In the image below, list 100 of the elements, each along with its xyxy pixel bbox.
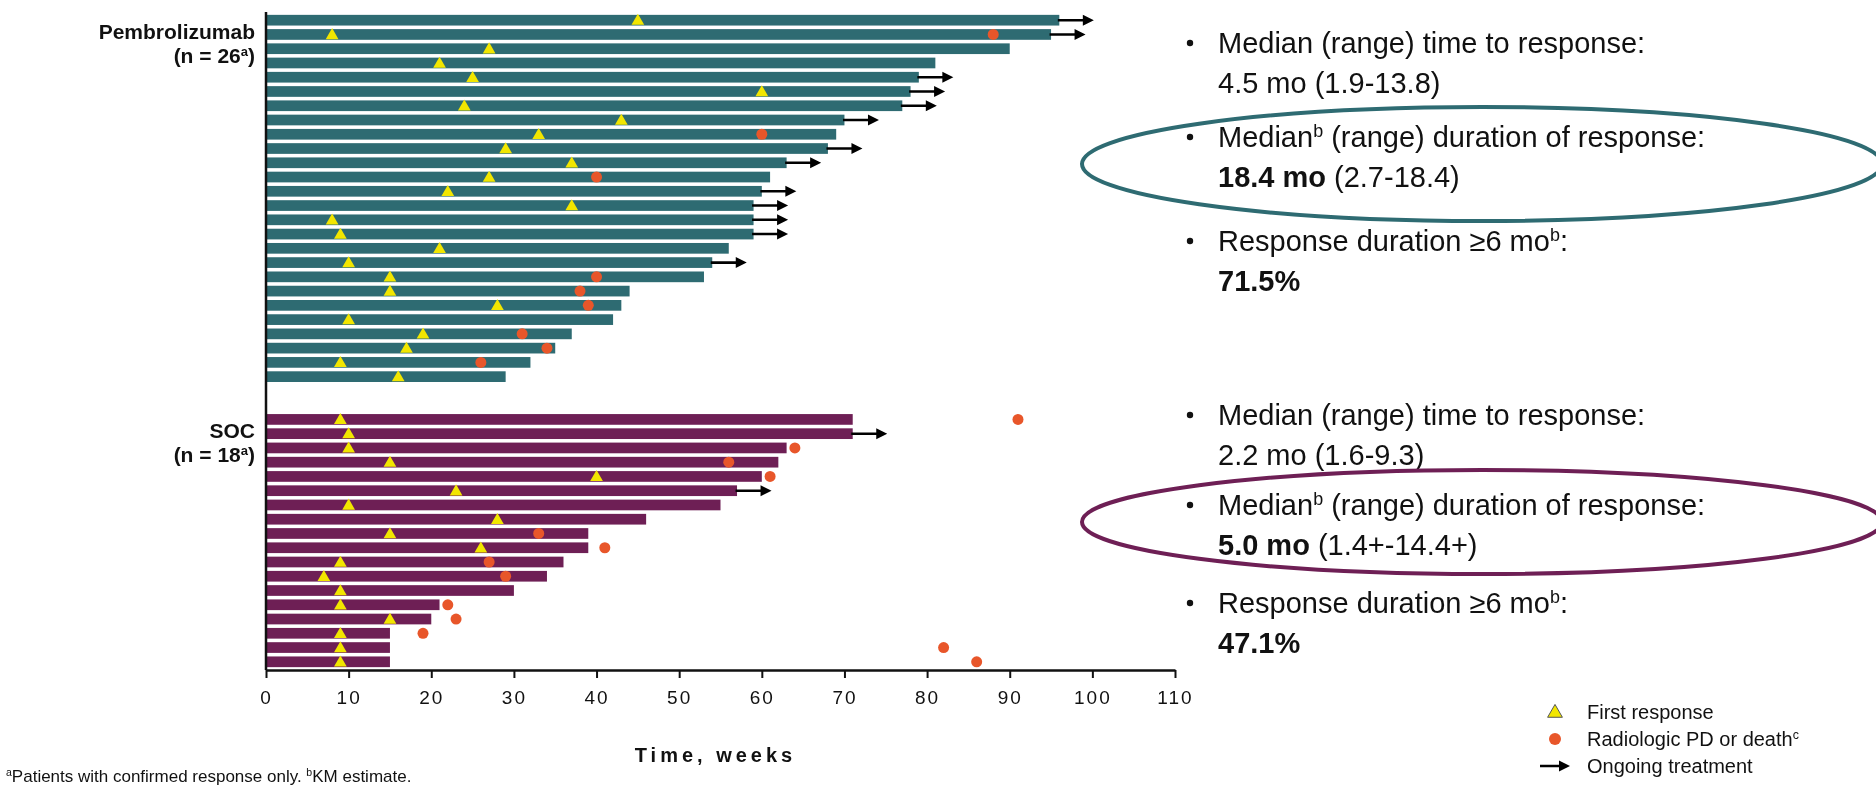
bar — [266, 71, 919, 83]
bar — [266, 456, 779, 468]
bar — [266, 29, 1052, 40]
text: Median$^{b}$ (range) duration of response: — [1218, 489, 1706, 521]
bar — [266, 271, 704, 283]
bar — [266, 86, 911, 97]
x-tick-label: 0 — [260, 686, 273, 708]
point — [491, 299, 504, 311]
point — [342, 313, 355, 325]
point — [533, 527, 545, 539]
bar — [266, 357, 531, 368]
bar — [266, 599, 440, 611]
text: (1.4+-14.4+) — [1317, 529, 1478, 561]
point — [474, 541, 488, 553]
point — [789, 442, 801, 454]
bar — [266, 471, 762, 482]
point — [475, 356, 487, 368]
point — [574, 285, 586, 297]
point — [457, 99, 471, 111]
x-axis-title: Time, weeks — [634, 744, 797, 766]
x-tick-label: 10 — [336, 686, 362, 708]
text: (2.7-18.4) — [1334, 161, 1460, 193]
bar — [266, 185, 762, 197]
bar — [266, 314, 614, 325]
text: Response duration ≥6 mo$^{b}$: — [1218, 587, 1568, 619]
text: 47.1% — [1218, 627, 1301, 659]
point — [442, 599, 454, 611]
point — [441, 184, 455, 196]
point — [417, 627, 429, 639]
point — [516, 328, 528, 340]
point — [565, 199, 579, 211]
bar — [266, 114, 845, 126]
point — [433, 56, 446, 68]
text: Median (range) time to response: — [1218, 27, 1646, 59]
point — [466, 70, 479, 82]
point — [565, 156, 579, 168]
point — [755, 85, 769, 97]
point — [971, 656, 983, 668]
point — [500, 570, 512, 582]
bar — [266, 257, 713, 268]
point — [342, 441, 355, 453]
bar — [266, 328, 572, 340]
point — [383, 284, 397, 296]
bar — [266, 656, 390, 668]
bar — [266, 542, 589, 554]
bar — [266, 485, 738, 497]
bar — [266, 627, 390, 639]
point — [499, 142, 512, 154]
bar — [266, 242, 729, 254]
bar — [266, 556, 564, 568]
bar — [266, 57, 936, 69]
bar — [266, 414, 853, 425]
point — [383, 455, 397, 467]
bar — [266, 371, 506, 382]
bar — [266, 128, 837, 140]
bar — [266, 157, 787, 169]
text: 5.0 mo — [1218, 529, 1310, 561]
x-tick-label: 20 — [419, 686, 445, 708]
text: $^{a}$Patients with confirmed response only. $^{b}$KM estimate. — [6, 766, 412, 786]
bar — [266, 143, 828, 154]
point — [756, 128, 768, 140]
text: 71.5% — [1218, 265, 1301, 297]
point — [591, 271, 603, 283]
point — [532, 127, 546, 139]
legend-label: Ongoing treatment — [1587, 755, 1754, 777]
bar — [266, 585, 514, 596]
bar — [266, 285, 630, 297]
point — [334, 598, 347, 610]
point — [764, 470, 776, 482]
point — [334, 584, 347, 596]
text: 18.4 mo — [1218, 161, 1326, 193]
point — [591, 171, 603, 183]
point — [325, 213, 339, 225]
point — [383, 612, 397, 624]
x-tick-label: 70 — [832, 686, 858, 708]
point — [383, 527, 397, 539]
point — [483, 556, 495, 568]
bar — [266, 428, 853, 440]
bar — [266, 499, 721, 511]
point — [491, 512, 504, 524]
series-label: SOC (n = 18$^{a}$) — [173, 419, 255, 467]
point — [987, 28, 999, 40]
series-label: Pembrolizumab (n = 26$^{a}$) — [98, 19, 255, 67]
point — [433, 241, 446, 253]
point — [342, 498, 355, 510]
point — [391, 370, 405, 382]
x-tick-label: 110 — [1157, 686, 1194, 708]
point — [599, 542, 611, 554]
point — [342, 256, 355, 268]
point — [334, 655, 347, 667]
text: Median (range) time to response: — [1218, 399, 1646, 431]
point — [416, 327, 430, 339]
point — [317, 569, 331, 581]
point — [325, 28, 339, 40]
point — [334, 555, 347, 567]
point — [334, 356, 347, 368]
point — [334, 227, 347, 239]
bar — [266, 642, 390, 653]
point — [582, 299, 594, 311]
legend-label: Radiologic PD or death$^{c}$ — [1587, 728, 1799, 750]
